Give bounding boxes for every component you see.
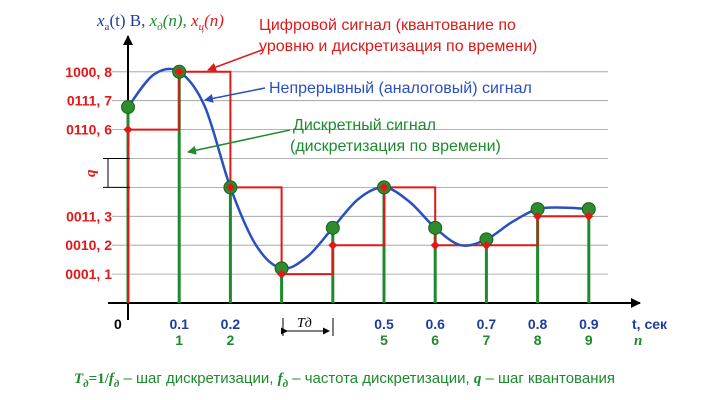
n-tick-label: 2 (227, 332, 235, 348)
analog-signal (127, 67, 589, 270)
y-tick-label: 0001, 1 (65, 266, 112, 282)
y-tick-label: 0111, 7 (67, 93, 112, 109)
x-tick-label: 0.6 (425, 316, 445, 332)
digital-level-diamond (379, 182, 389, 192)
y-axis-title: xa(t) В, xд(n), xц(n) (96, 11, 224, 33)
digital-level-diamond (225, 182, 235, 192)
digital-annotation-line1: Цифровой сигнал (квантование по (259, 17, 516, 34)
x-tick-label: 0.8 (528, 316, 548, 332)
n-tick-label: 8 (534, 332, 542, 348)
discrete-sample-dot (121, 100, 135, 115)
digital-signal (127, 70, 589, 303)
digital-level-diamond (584, 211, 594, 221)
footer-caption: Tд=1/fд – шаг дискретизации, fд – частот… (74, 370, 615, 390)
digital-level-diamond (328, 240, 338, 250)
n-tick-label: 1 (175, 332, 183, 348)
y-tick-label: 0010, 2 (65, 237, 112, 253)
digital-level-diamond (174, 67, 184, 77)
td-label: Tд (297, 316, 312, 331)
n-tick-label: 5 (380, 332, 388, 348)
axis-labels: 1000, 8 0111, 7 0110, 6 0011, 3 0010, 2 0001,… (65, 64, 668, 349)
digital-level-diamond (481, 240, 491, 250)
x-tick-label: 0.1 (169, 316, 189, 332)
y-tick-label: 0011, 3 (66, 208, 112, 224)
origin-label: 0 (114, 316, 122, 332)
n-tick-label: 9 (585, 332, 593, 348)
n-tick-label: 6 (431, 332, 439, 348)
n-tick-label: 7 (483, 332, 491, 348)
digital-level-diamond (430, 240, 440, 250)
digital-level-diamond (533, 211, 543, 221)
q-label: q (83, 169, 99, 177)
n-axis-label: n (634, 333, 642, 349)
y-tick-label: 0110, 6 (66, 122, 112, 138)
discrete-annotation-line1: Дискретный сигнал (293, 117, 436, 134)
discrete-sample-dot (325, 220, 340, 235)
x-axis-label: t, сек (632, 316, 668, 332)
discrete-sample-dot (428, 220, 443, 235)
digital-level-diamond (277, 269, 287, 279)
digital-annotation-line2: уровню и дискретизация по времени) (259, 38, 537, 55)
sample-markers (121, 64, 596, 279)
digital-staircase (127, 70, 589, 303)
x-tick-label: 0.9 (579, 316, 599, 332)
x-tick-label: 0.5 (374, 316, 394, 332)
analog-annotation: Непрерывный (аналоговый) сигнал (269, 80, 532, 97)
analog-curve (127, 67, 589, 270)
grid-lines (112, 71, 608, 275)
x-tick-label: 0.2 (221, 316, 241, 332)
discrete-annotation-arrow (187, 129, 291, 155)
analog-annotation-arrow (204, 87, 266, 103)
discrete-annotation-line2: (дискретизация по времени) (290, 138, 501, 155)
y-tick-label: 1000, 8 (65, 64, 112, 80)
digital-level-diamond (123, 125, 133, 135)
x-tick-label: 0.7 (477, 316, 497, 332)
digital-annotation-arrow (207, 49, 263, 72)
